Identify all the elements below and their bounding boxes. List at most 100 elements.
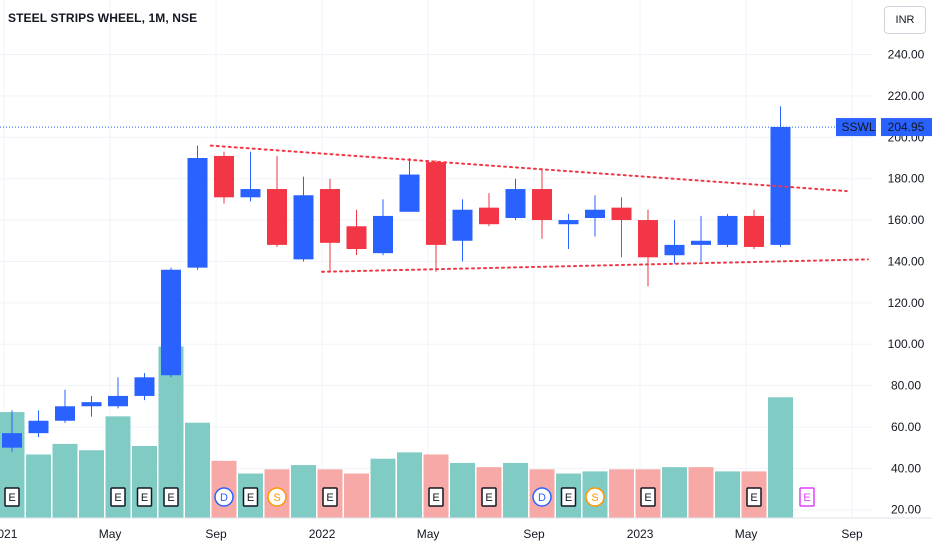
candle xyxy=(664,220,685,264)
candle xyxy=(691,215,711,262)
earnings-icon-letter: E xyxy=(485,492,492,504)
event-marker[interactable]: E xyxy=(799,487,815,507)
volume-bar xyxy=(132,446,157,518)
split-icon-letter: S xyxy=(591,492,598,504)
candle-body xyxy=(717,215,738,245)
currency-button[interactable]: INR xyxy=(884,6,926,34)
event-marker[interactable]: E xyxy=(163,487,179,507)
earnings-icon xyxy=(481,487,497,507)
candle-body xyxy=(452,209,473,241)
candle xyxy=(134,373,155,401)
candle-body xyxy=(55,406,75,421)
candle xyxy=(161,267,181,378)
event-marker[interactable]: E xyxy=(481,487,497,507)
candle xyxy=(558,213,579,250)
chart-title: STEEL STRIPS WHEEL, 1M, NSE xyxy=(8,11,198,25)
event-marker[interactable]: E xyxy=(746,487,762,507)
candle xyxy=(373,199,393,256)
volume-bar xyxy=(715,471,740,518)
earnings-icon xyxy=(322,487,338,507)
candle xyxy=(214,151,234,204)
candle xyxy=(532,168,552,239)
earnings-icon-letter: E xyxy=(247,492,254,504)
event-marker[interactable]: E xyxy=(428,487,444,507)
candle-body xyxy=(532,189,552,221)
y-tick-label: 60.00 xyxy=(891,420,921,434)
candle xyxy=(585,195,605,237)
y-tick-label: 40.00 xyxy=(891,461,921,475)
earnings-icon-letter: E xyxy=(167,492,174,504)
event-marker[interactable]: D xyxy=(532,487,552,507)
event-marker[interactable]: D xyxy=(214,487,234,507)
event-marker[interactable]: E xyxy=(560,487,577,507)
symbol-label-bg xyxy=(836,118,881,137)
earnings-icon xyxy=(163,487,179,507)
y-tick-label: 160.00 xyxy=(888,213,925,227)
split-icon-letter: S xyxy=(273,492,280,504)
future-earnings-icon-letter: E xyxy=(803,492,810,504)
candle-body xyxy=(2,433,22,448)
candle-body xyxy=(399,174,420,212)
volume-bar xyxy=(344,473,369,518)
time-axis[interactable]: 2021 May Sep 2022 May Sep 2023 May Sep xyxy=(0,517,932,550)
earnings-icon-letter: E xyxy=(644,492,651,504)
y-tick-label: 120.00 xyxy=(888,296,925,310)
price-axis-bg xyxy=(876,0,932,550)
volume-bar xyxy=(609,469,634,518)
candle-body xyxy=(240,189,261,198)
earnings-icon-letter: E xyxy=(326,492,333,504)
earnings-icon xyxy=(428,487,444,507)
trendlines[interactable] xyxy=(209,144,869,273)
event-marker[interactable]: S xyxy=(585,487,605,507)
x-tick-label: 2021 xyxy=(0,527,18,541)
candle xyxy=(55,389,75,423)
earnings-icon-letter: E xyxy=(565,492,572,504)
candle xyxy=(240,151,261,202)
candle xyxy=(346,209,367,256)
candle-body xyxy=(505,189,526,218)
candle-body xyxy=(744,215,764,247)
time-axis-bg xyxy=(0,518,932,550)
x-tick-label: May xyxy=(99,527,122,541)
dividend-icon xyxy=(532,487,552,507)
y-tick-label: 80.00 xyxy=(891,379,921,393)
candle-body xyxy=(664,244,685,256)
candle-body xyxy=(214,155,234,198)
event-marker[interactable]: E xyxy=(242,487,259,507)
price-axis[interactable]: 20.00 40.00 60.00 80.00 100.00 120.00 140.00 16… xyxy=(876,0,932,550)
event-marker[interactable]: E xyxy=(322,487,338,507)
volume-bar xyxy=(291,465,316,518)
candle xyxy=(320,178,340,272)
dividend-icon-letter: D xyxy=(220,492,228,504)
candle xyxy=(638,209,658,287)
earnings-icon-letter: E xyxy=(141,492,148,504)
volume-bar xyxy=(185,422,210,518)
event-marker[interactable]: E xyxy=(136,487,153,507)
candle-body xyxy=(346,226,367,250)
candle xyxy=(108,377,128,409)
candle-body xyxy=(558,220,579,225)
y-tick-label: 240.00 xyxy=(888,48,925,62)
candle-body xyxy=(134,377,155,396)
future-earnings-icon xyxy=(799,487,815,507)
event-marker[interactable]: E xyxy=(640,487,656,507)
candle xyxy=(187,145,208,270)
candle xyxy=(293,176,314,262)
dividend-icon xyxy=(214,487,234,507)
x-tick-label: 2022 xyxy=(309,527,336,541)
symbol-label: SSWL xyxy=(841,120,875,134)
volume-bar xyxy=(662,467,687,518)
last-price-line: SSWL 204.95 xyxy=(0,118,932,137)
x-tick-label: May xyxy=(417,527,440,541)
volume-bar xyxy=(503,462,528,518)
candle-body xyxy=(108,395,128,407)
volume-bar xyxy=(423,454,449,518)
event-marker[interactable]: E xyxy=(110,487,126,507)
split-icon xyxy=(267,487,287,507)
earnings-icon-letter: E xyxy=(432,492,439,504)
y-tick-label: 100.00 xyxy=(888,337,925,351)
event-marker[interactable]: S xyxy=(267,487,287,507)
event-marker[interactable]: E xyxy=(4,487,20,507)
